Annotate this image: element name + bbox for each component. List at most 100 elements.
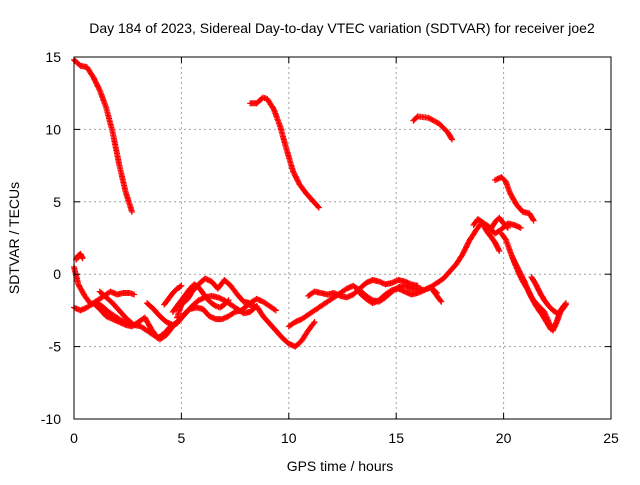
trail-markers <box>254 304 266 318</box>
trail-markers <box>306 320 317 333</box>
trail-markers <box>123 315 134 326</box>
trail-markers <box>226 309 237 319</box>
trail-markers <box>267 303 278 313</box>
axis-layer: 0 5 10 15 20 25 -10 -5 0 5 10 15 <box>41 49 619 446</box>
x-tick-label: 20 <box>496 430 512 446</box>
trail-markers <box>106 309 117 319</box>
trail-markers <box>277 125 290 152</box>
trail-markers <box>383 288 394 297</box>
series-arc-k <box>169 281 232 315</box>
trail-markers <box>555 308 564 316</box>
trail-markers <box>91 301 102 311</box>
data-point <box>562 301 569 308</box>
trail-markers <box>488 220 498 232</box>
data-point <box>517 224 524 231</box>
series-arc-r <box>470 216 503 255</box>
trail-markers <box>551 308 560 316</box>
trail-markers <box>280 335 291 346</box>
trail-markers <box>533 282 543 295</box>
trail-markers <box>475 216 484 225</box>
trail-markers <box>290 169 302 187</box>
trail-markers <box>546 304 555 313</box>
trail-markers <box>499 175 508 184</box>
trail-markers <box>179 292 188 303</box>
trail-markers <box>531 299 541 311</box>
trail-markers <box>128 290 136 297</box>
data-point <box>90 74 97 81</box>
trail-markers <box>445 130 455 142</box>
trail-markers <box>332 290 343 299</box>
trail-markers <box>170 304 180 314</box>
trail-markers <box>228 284 240 297</box>
series-arc-i <box>96 288 135 327</box>
trail-markers <box>97 289 109 300</box>
trail-markers <box>164 324 175 337</box>
trail-markers <box>467 229 478 243</box>
trail-markers <box>303 191 315 203</box>
trail-markers <box>192 282 201 290</box>
trail-markers <box>222 278 233 288</box>
trail-markers <box>151 307 162 319</box>
trail-markers <box>218 302 227 310</box>
trail-markers <box>529 275 539 287</box>
trail-markers <box>100 304 111 314</box>
data-point <box>272 307 279 314</box>
trail-markers <box>175 283 184 291</box>
series-arc-q <box>429 287 445 305</box>
series-arc-c <box>410 113 456 143</box>
trail-markers <box>514 202 525 214</box>
trail-markers <box>254 296 265 305</box>
trail-markers <box>538 305 547 314</box>
trail-markers <box>299 328 311 343</box>
trail-markers <box>319 299 330 309</box>
x-tick-label: 0 <box>70 430 78 446</box>
trail-markers <box>166 291 175 301</box>
trail-markers <box>267 321 278 333</box>
chart-title: Day 184 of 2023, Sidereal Day-to-day VTE… <box>89 20 595 36</box>
x-tick-label: 10 <box>281 430 297 446</box>
trail-markers <box>179 296 190 307</box>
y-tick-label: 5 <box>53 194 61 210</box>
data-point <box>176 317 183 324</box>
trail-markers <box>493 215 502 224</box>
trail-markers <box>93 299 104 309</box>
trail-markers <box>222 298 231 307</box>
trail-markers <box>205 296 214 306</box>
series-arc-m <box>161 282 185 308</box>
trail-markers <box>297 182 309 195</box>
data-point <box>128 320 135 327</box>
trail-markers <box>158 314 169 324</box>
trail-markers <box>117 308 128 320</box>
trail-markers <box>338 286 349 296</box>
trail-markers <box>76 282 87 298</box>
trail-markers <box>497 215 506 226</box>
data-point <box>131 291 138 298</box>
trail-markers <box>435 276 446 285</box>
trail-markers <box>209 300 218 309</box>
trail-markers <box>110 301 122 313</box>
trail-markers <box>175 298 184 308</box>
series-arc-h <box>92 292 318 350</box>
trail-markers <box>142 315 154 331</box>
trail-markers <box>325 295 336 304</box>
trail-markers <box>171 318 181 327</box>
trail-markers <box>345 292 355 300</box>
trail-markers <box>540 313 549 324</box>
y-axis-label: SDTVAR / TECUs <box>6 182 22 294</box>
trail-markers <box>434 294 444 304</box>
x-axis-label: GPS time / hours <box>287 458 394 474</box>
trail-markers <box>145 328 156 338</box>
series-arc-o <box>305 276 421 301</box>
trail-markers <box>535 307 545 317</box>
grid-layer <box>74 57 611 419</box>
plot-frame <box>73 56 612 420</box>
trail-markers <box>287 319 297 329</box>
trail-markers <box>537 291 547 303</box>
trail-markers <box>293 316 304 325</box>
trail-markers <box>460 239 472 256</box>
trail-markers <box>97 88 109 110</box>
data-point <box>449 136 456 143</box>
trail-markers <box>73 253 81 262</box>
x-tick-label: 25 <box>603 430 619 446</box>
series-arc-l <box>144 300 183 328</box>
